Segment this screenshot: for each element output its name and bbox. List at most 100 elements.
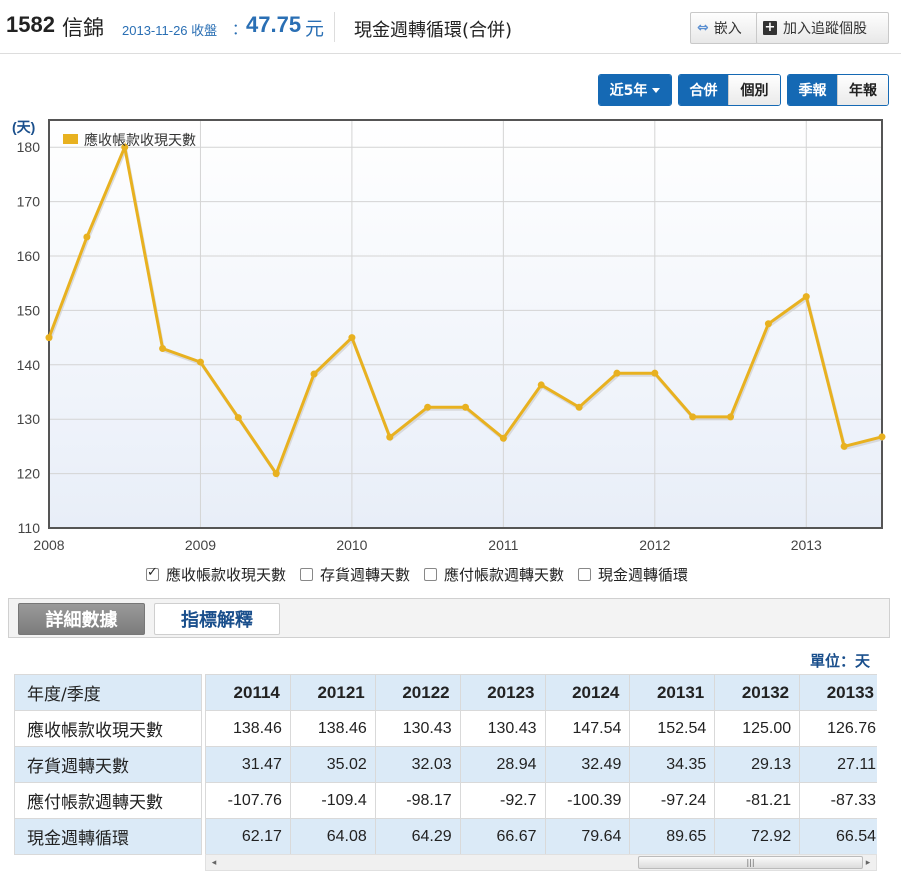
table-header-row: 20114 20121 20122 20123 20124 20131 20132 20133 — [205, 674, 877, 711]
table-cell: 138.46 — [289, 710, 376, 747]
table-cell: -100.39 — [544, 782, 631, 819]
table-cell: 72.92 — [714, 818, 801, 855]
data-point — [310, 370, 318, 378]
y-tick-label: 180 — [17, 139, 41, 155]
table-corner-header: 年度/季度 — [14, 674, 202, 711]
legend-swatch — [63, 134, 78, 144]
range-dropdown-label: 近5年 — [609, 83, 648, 99]
period-annual-button[interactable]: 年報 — [837, 75, 888, 105]
table-row: 現金週轉循環 — [14, 818, 202, 855]
row-label: 應付帳款週轉天數 — [14, 782, 202, 819]
series-toggle-2[interactable]: 應付帳款週轉天數 — [424, 563, 564, 585]
embed-button[interactable]: ⇔ 嵌入 — [690, 12, 758, 44]
table-cell: 64.08 — [289, 818, 376, 855]
data-point — [234, 414, 242, 422]
table-row: 31.47 35.02 32.03 28.94 32.49 34.35 29.13 27.11 — [205, 746, 877, 783]
data-point — [348, 334, 356, 342]
add-to-watchlist-button[interactable]: + 加入追蹤個股 — [756, 12, 889, 44]
tab-bar: 詳細數據 指標解釋 — [8, 598, 890, 638]
table-cell: 152.54 — [629, 710, 716, 747]
column-header: 20114 — [205, 674, 291, 711]
column-header: 20121 — [289, 674, 376, 711]
table-cell: 35.02 — [289, 746, 376, 783]
plot-background — [49, 120, 882, 528]
scrollbar-thumb[interactable]: ||| — [638, 856, 863, 869]
table-cell: 79.64 — [544, 818, 631, 855]
data-point — [121, 143, 129, 151]
header-divider — [334, 12, 335, 42]
series-checkbox[interactable] — [300, 567, 314, 581]
table-cell: 28.94 — [459, 746, 546, 783]
table-cell: -92.7 — [459, 782, 546, 819]
y-tick-label: 140 — [17, 357, 41, 373]
chevron-down-icon — [652, 87, 661, 93]
table-row: -107.76 -109.4 -98.17 -92.7 -100.39 -97.24 -81… — [205, 782, 877, 819]
range-dropdown[interactable]: 近5年 — [598, 74, 672, 106]
data-point — [802, 293, 810, 301]
table-cell: 66.54 — [799, 818, 877, 855]
table-cell: 126.76 — [799, 710, 877, 747]
data-point — [159, 344, 167, 352]
tab-detailed-data[interactable]: 詳細數據 — [18, 603, 145, 635]
row-label: 存貨週轉天數 — [14, 746, 202, 783]
table-cell: -107.76 — [205, 782, 291, 819]
y-tick-label: 170 — [17, 194, 41, 210]
scope-consolidated-button[interactable]: 合併 — [679, 75, 729, 105]
quote-date: 2013-11-26 收盤 — [122, 23, 218, 38]
column-header: 20132 — [714, 674, 801, 711]
series-toggles: 應收帳款收現天數 存貨週轉天數 應付帳款週轉天數 現金週轉循環 — [146, 563, 702, 585]
x-tick-label: 2011 — [488, 537, 518, 553]
table-cell: -97.24 — [629, 782, 716, 819]
table-cell: -81.21 — [714, 782, 801, 819]
y-tick-label: 130 — [17, 411, 41, 427]
series-toggle-0[interactable]: 應收帳款收現天數 — [146, 563, 286, 585]
table-cell: 64.29 — [374, 818, 461, 855]
y-tick-label: 120 — [17, 466, 41, 482]
table-cell: 34.35 — [629, 746, 716, 783]
period-toggle: 季報 年報 — [787, 74, 889, 106]
column-header: 20131 — [629, 674, 716, 711]
table-cell: 29.13 — [714, 746, 801, 783]
range-dropdown-button[interactable]: 近5年 — [599, 75, 671, 105]
series-checkbox[interactable] — [424, 567, 438, 581]
page-header: 1582 信錦 2013-11-26 收盤 ： 47.75 元 現金週轉循環(合… — [0, 0, 901, 54]
scroll-right-arrow[interactable]: ▸ — [865, 857, 871, 868]
series-toggle-3[interactable]: 現金週轉循環 — [578, 563, 688, 585]
table-cell: -109.4 — [289, 782, 376, 819]
data-point — [613, 369, 621, 377]
data-point — [499, 434, 507, 442]
column-header: 20133 — [799, 674, 877, 711]
embed-icon: ⇔ — [697, 20, 709, 36]
scope-individual-button[interactable]: 個別 — [728, 75, 780, 105]
data-point — [537, 381, 545, 389]
series-checkbox[interactable] — [578, 567, 592, 581]
column-header: 20122 — [374, 674, 461, 711]
embed-label: 嵌入 — [713, 21, 742, 37]
scroll-left-arrow[interactable]: ◂ — [211, 857, 217, 868]
add-to-watchlist-label: 加入追蹤個股 — [783, 21, 867, 37]
y-tick-label: 160 — [17, 248, 41, 264]
series-toggle-label: 現金週轉循環 — [598, 565, 689, 584]
table-cell: 27.11 — [799, 746, 877, 783]
data-point — [840, 442, 848, 450]
y-axis-label: (天) — [12, 119, 35, 135]
table-cell: 89.65 — [629, 818, 716, 855]
series-checkbox[interactable] — [146, 565, 159, 581]
quote-price: 47.75 — [246, 12, 302, 37]
table-cell: 130.43 — [374, 710, 461, 747]
series-toggle-1[interactable]: 存貨週轉天數 — [300, 563, 410, 585]
tab-indicator-explanation[interactable]: 指標解釋 — [154, 603, 280, 635]
legend-label: 應收帳款收現天數 — [84, 132, 196, 149]
scope-toggle: 合併 個別 — [678, 74, 781, 106]
data-point — [727, 413, 735, 421]
data-point — [83, 233, 91, 241]
x-tick-label: 2013 — [791, 537, 822, 553]
x-tick-label: 2012 — [639, 537, 670, 553]
table-row: 存貨週轉天數 — [14, 746, 202, 783]
x-tick-label: 2010 — [336, 537, 367, 553]
horizontal-scrollbar[interactable]: ◂ ||| ▸ — [205, 854, 877, 871]
table-cell: 125.00 — [714, 710, 801, 747]
period-quarterly-button[interactable]: 季報 — [788, 75, 838, 105]
y-tick-label: 150 — [17, 302, 41, 318]
data-point — [45, 334, 53, 342]
